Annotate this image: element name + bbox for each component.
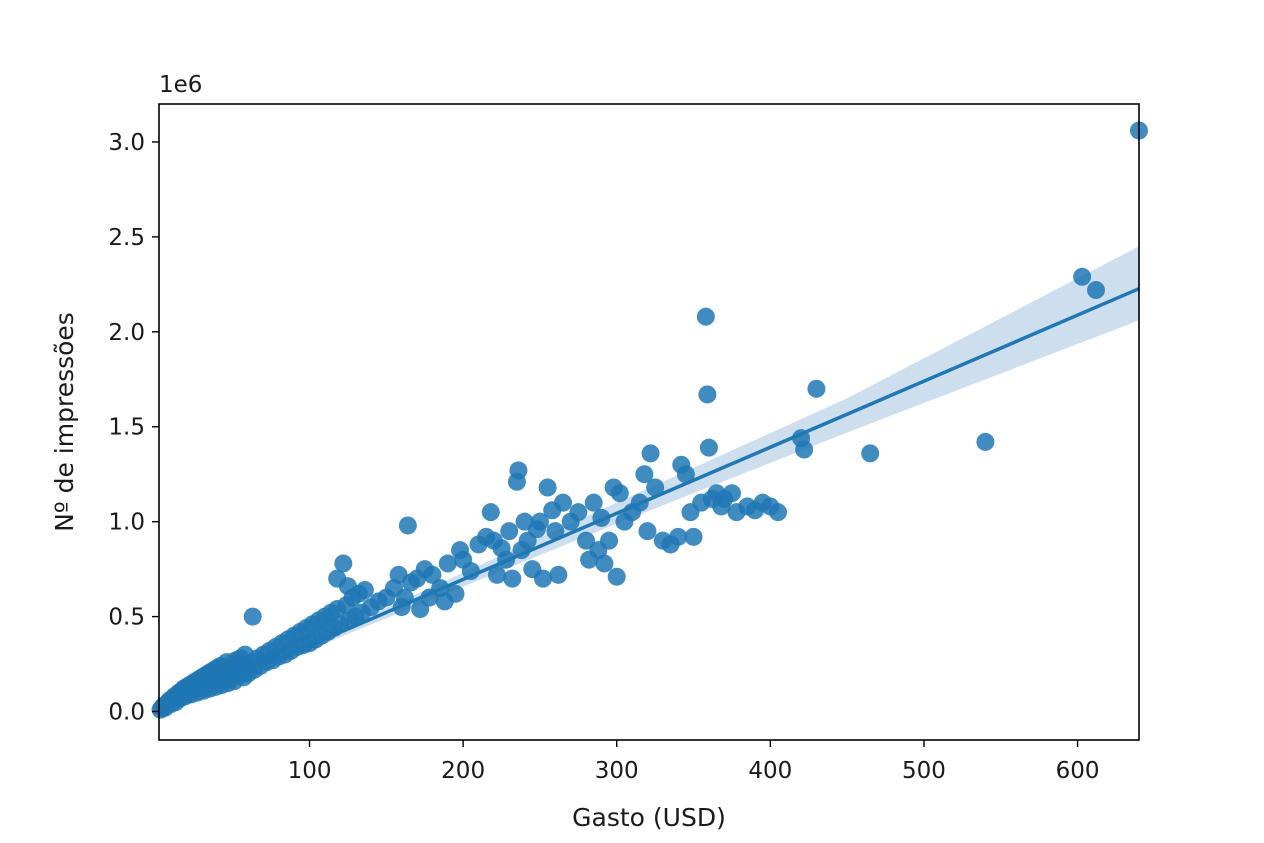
data-point	[1073, 267, 1092, 286]
x-axis: 100 200 300 400 500 600	[288, 740, 1100, 784]
data-point	[549, 565, 568, 584]
data-point	[423, 565, 442, 584]
x-tick-label: 300	[595, 758, 639, 784]
x-tick-label: 200	[441, 758, 485, 784]
data-point	[538, 478, 557, 497]
data-point	[607, 567, 626, 586]
y-axis: 0.0 0.5 1.0 1.5 2.0 2.5 3.0	[108, 130, 159, 726]
data-point	[769, 503, 788, 522]
x-axis-label: Gasto (USD)	[572, 803, 726, 832]
data-point	[684, 527, 703, 546]
data-point	[530, 512, 549, 531]
x-tick-label: 500	[902, 758, 946, 784]
data-point	[438, 554, 457, 573]
data-point	[1086, 281, 1105, 300]
data-point	[795, 440, 814, 459]
data-point	[534, 569, 553, 588]
y-tick-label: 2.5	[108, 225, 145, 251]
data-point	[446, 584, 465, 603]
data-point	[646, 478, 665, 497]
data-point	[722, 484, 741, 503]
data-point	[500, 522, 519, 541]
y-tick-label: 1.0	[108, 510, 145, 536]
y-tick-label: 3.0	[108, 130, 145, 156]
data-point	[553, 493, 572, 512]
data-point	[807, 379, 826, 398]
plot-frame	[158, 103, 1140, 741]
regression-line-layer	[158, 287, 1140, 712]
data-point	[676, 465, 695, 484]
data-point	[546, 522, 565, 541]
y-tick-label: 0.5	[108, 605, 145, 631]
data-point	[334, 554, 353, 573]
data-point	[610, 484, 629, 503]
y-offset-label: 1e6	[159, 72, 202, 98]
data-point	[355, 581, 374, 600]
data-point	[503, 569, 522, 588]
x-tick-label: 600	[1056, 758, 1100, 784]
data-point	[584, 493, 603, 512]
data-point	[669, 527, 688, 546]
y-tick-label: 2.0	[108, 320, 145, 346]
x-tick-label: 400	[748, 758, 792, 784]
data-point	[398, 516, 417, 535]
points-layer	[151, 121, 1148, 719]
data-point	[635, 465, 654, 484]
data-point	[243, 607, 262, 626]
data-point	[338, 577, 357, 596]
data-point	[638, 522, 657, 541]
data-point	[699, 438, 718, 457]
data-point	[569, 503, 588, 522]
data-point	[641, 444, 660, 463]
data-point	[600, 531, 619, 550]
regression-line	[158, 287, 1140, 712]
data-point	[487, 565, 506, 584]
data-point	[976, 432, 995, 451]
data-point	[696, 307, 715, 326]
data-point	[509, 461, 528, 480]
data-point	[861, 444, 880, 463]
y-tick-label: 1.5	[108, 415, 145, 441]
data-point	[595, 554, 614, 573]
y-axis-label: Nº de impressões	[50, 312, 79, 532]
data-point	[698, 385, 717, 404]
data-point	[481, 503, 500, 522]
x-tick-label: 100	[288, 758, 332, 784]
y-tick-label: 0.0	[108, 700, 145, 726]
data-point	[577, 531, 596, 550]
